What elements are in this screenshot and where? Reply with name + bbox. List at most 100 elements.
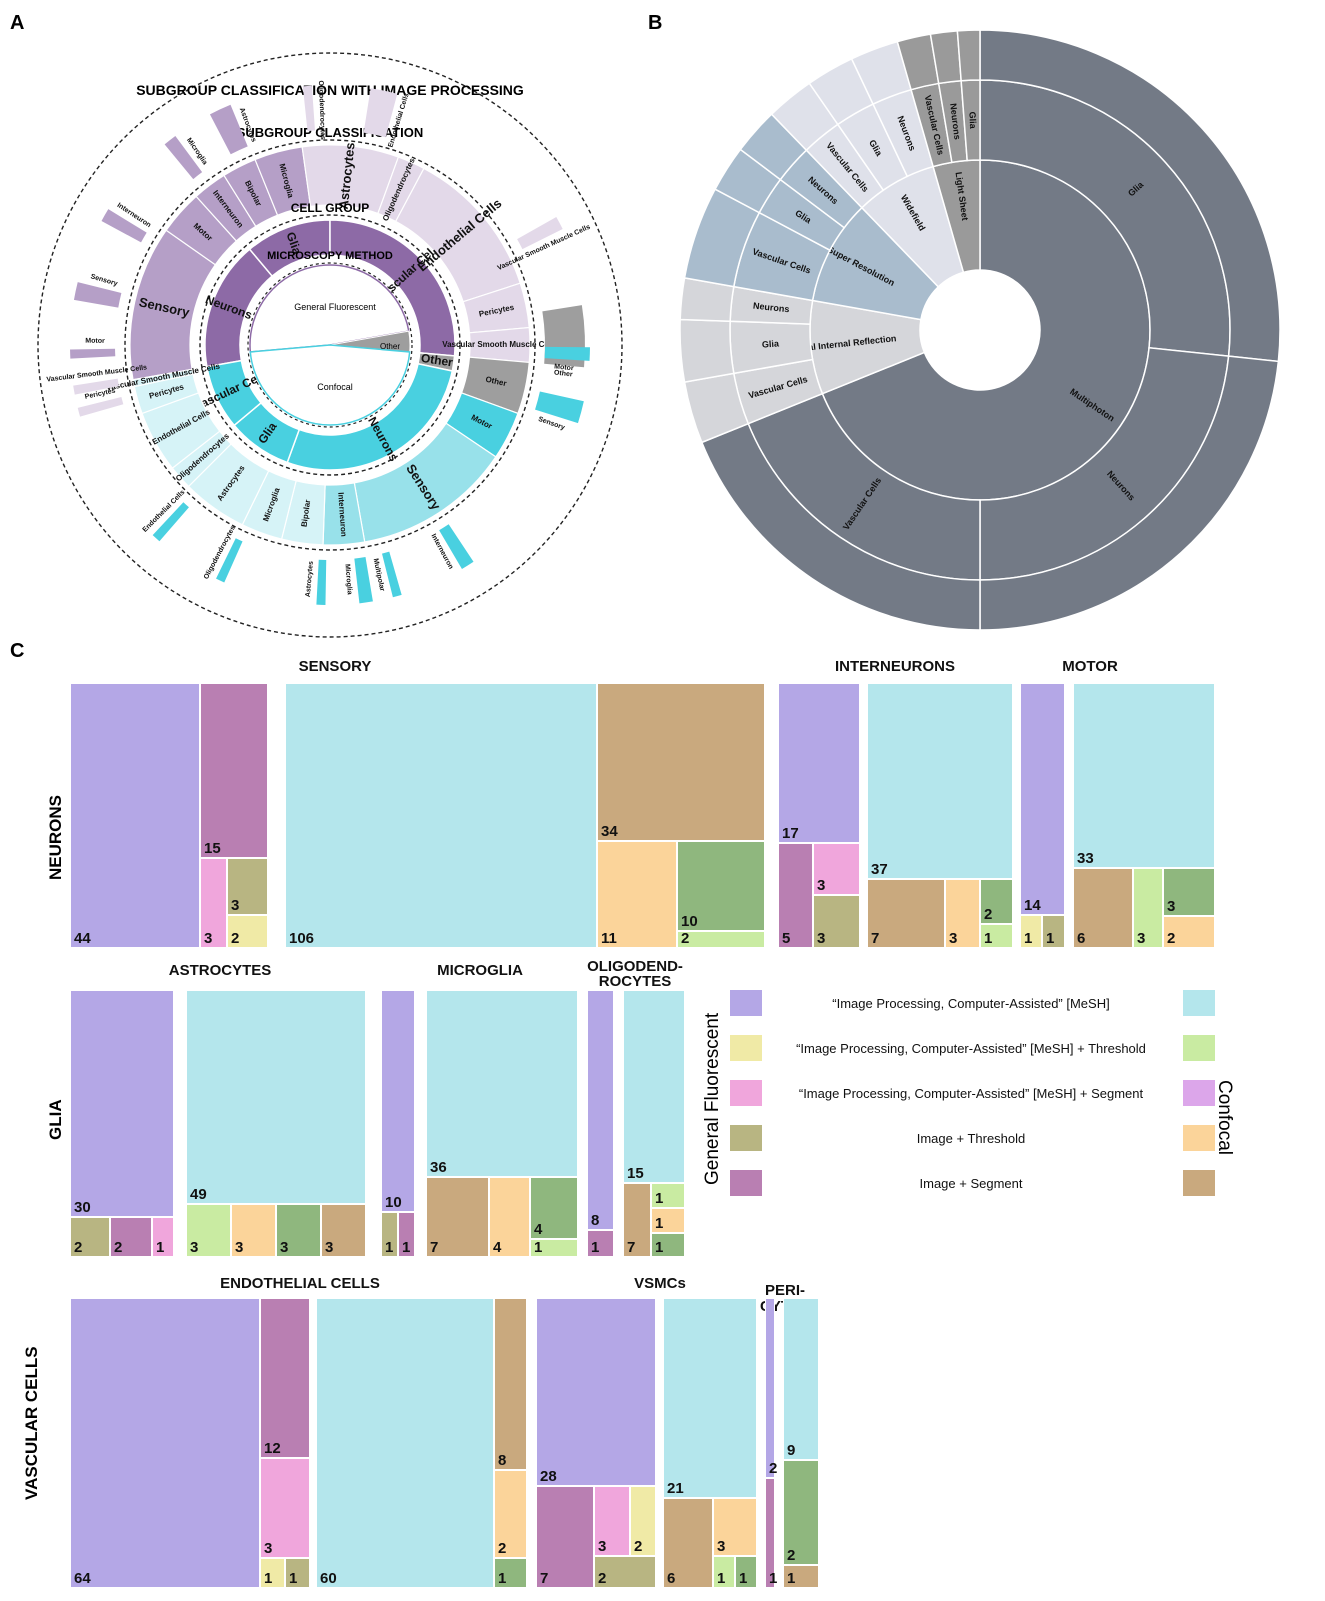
subgroup-label: Vascular Smooth Muscle Cells bbox=[442, 340, 558, 349]
subgroup-arc bbox=[132, 368, 194, 388]
treemap-value: 1 bbox=[655, 1215, 664, 1232]
rect-confocal-seg: 7 bbox=[623, 1183, 651, 1257]
treemap-value: 4 bbox=[534, 1221, 543, 1238]
rect-confocal-meshthr2: 1 bbox=[713, 1556, 735, 1588]
treemap-value: 1 bbox=[739, 1570, 748, 1587]
treemap-value: 3 bbox=[717, 1538, 726, 1555]
outer-ring bbox=[37, 52, 623, 638]
rect-confocal-base: 106 bbox=[285, 683, 597, 948]
legend-confocal-title: Confocal bbox=[1214, 1080, 1235, 1155]
group-title-astrocytes: ASTROCYTES bbox=[168, 962, 272, 979]
rect-general-thr: 1 bbox=[1042, 915, 1065, 948]
treemap-value: 3 bbox=[235, 1239, 244, 1256]
rect-general-base: 64 bbox=[70, 1298, 260, 1588]
outer-label: Oligodendrocytes bbox=[317, 80, 326, 140]
treemap-value: 12 bbox=[264, 1440, 281, 1457]
treemap-value: 3 bbox=[231, 897, 240, 914]
rect-general-meshseg: 1 bbox=[152, 1217, 174, 1257]
rect-general-meshthr: 2 bbox=[227, 915, 268, 948]
treemap-value: 30 bbox=[74, 1199, 91, 1216]
rect-general-base: 10 bbox=[381, 990, 415, 1212]
treemap-value: 1 bbox=[769, 1570, 778, 1587]
treemap-value: 1 bbox=[385, 1239, 394, 1256]
treemap-value: 1 bbox=[984, 930, 993, 947]
outer-bar bbox=[535, 391, 584, 424]
treemap-value: 36 bbox=[430, 1159, 447, 1176]
outer-bar bbox=[354, 557, 373, 604]
rect-general-meshseg: 3 bbox=[813, 843, 860, 895]
cell-label: Other bbox=[420, 351, 454, 370]
treemap-value: 6 bbox=[667, 1570, 676, 1587]
rect-confocal-meshthr: 2 bbox=[783, 1460, 819, 1565]
legend-swatch-general bbox=[730, 1035, 762, 1061]
outer-label: Multipolar bbox=[372, 558, 386, 592]
treemap-value: 6 bbox=[1077, 930, 1086, 947]
treemap-value: 3 bbox=[1167, 898, 1176, 915]
treemap-value: 10 bbox=[681, 913, 698, 930]
rect-general-thr: 2 bbox=[594, 1556, 656, 1588]
legend-label: “Image Processing, Computer-Assisted” [M… bbox=[798, 1086, 1144, 1101]
method-general bbox=[249, 264, 410, 353]
rect-confocal-meshthr2: 2 bbox=[677, 931, 765, 948]
treemap-value: 2 bbox=[787, 1547, 796, 1564]
treemap-value: 1 bbox=[289, 1570, 298, 1587]
treemap-value: 5 bbox=[782, 930, 791, 947]
rect-general-thr: 1 bbox=[381, 1212, 398, 1257]
cell-ring bbox=[199, 214, 461, 476]
rect-confocal-meshthr: 3 bbox=[1163, 868, 1215, 916]
rect-general-seg: 1 bbox=[398, 1212, 415, 1257]
rect-general-base: 30 bbox=[70, 990, 174, 1217]
outer-bar bbox=[302, 85, 316, 132]
method-confocal bbox=[249, 344, 411, 426]
cellgroup-label: Neurons bbox=[753, 301, 790, 315]
legend-swatch-general bbox=[730, 1080, 762, 1106]
treemap-value: 3 bbox=[280, 1239, 289, 1256]
rect-general-meshseg: 3 bbox=[200, 858, 227, 948]
legend-swatch-general bbox=[730, 1170, 762, 1196]
group-title-peri-2: CYTES bbox=[759, 1298, 810, 1315]
treemap-value: 1 bbox=[787, 1570, 796, 1587]
rect-confocal-meshthr: 10 bbox=[677, 841, 765, 931]
method-label-other: Other bbox=[380, 342, 400, 351]
rect-confocal-meshthr: 1 bbox=[735, 1556, 757, 1588]
treemap-value: 17 bbox=[782, 825, 799, 842]
outer-label: Microglia bbox=[343, 564, 352, 595]
rect-general-thr: 2 bbox=[70, 1217, 110, 1257]
rect-confocal-thr: 2 bbox=[1163, 916, 1215, 948]
subgroup-label: Interneuron bbox=[336, 492, 348, 537]
rect-confocal-base: 36 bbox=[426, 990, 578, 1177]
rect-confocal-meshthr: 1 bbox=[494, 1558, 527, 1588]
treemap-value: 2 bbox=[681, 930, 690, 947]
ring-title-outer: SUBGROUP CLASSIFICATION WITH IMAGE PROCE… bbox=[136, 82, 524, 98]
rect-confocal-meshthr: 1 bbox=[651, 1233, 685, 1257]
legend-label: “Image Processing, Computer-Assisted” [M… bbox=[796, 1041, 1146, 1056]
rect-general-base: 8 bbox=[587, 990, 614, 1230]
treemap-value: 4 bbox=[493, 1239, 502, 1256]
legend-label: Image + Threshold bbox=[916, 1131, 1026, 1146]
rect-confocal-meshthr: 2 bbox=[980, 879, 1013, 924]
treemap-value: 1 bbox=[655, 1190, 664, 1207]
method-ring bbox=[247, 262, 413, 428]
rect-confocal-seg: 7 bbox=[867, 879, 945, 948]
treemap-value: 49 bbox=[190, 1186, 207, 1203]
rect-confocal-thr: 2 bbox=[494, 1470, 527, 1558]
legend-swatch-confocal bbox=[1183, 1170, 1215, 1196]
rect-confocal-meshthr2: 1 bbox=[651, 1183, 685, 1208]
rect-general-seg: 5 bbox=[778, 843, 813, 948]
rect-general-meshthr: 1 bbox=[260, 1558, 285, 1588]
outer-label: Astrocytes bbox=[305, 561, 315, 598]
treemap-value: 2 bbox=[74, 1239, 83, 1256]
legend-swatch-confocal bbox=[1183, 1080, 1215, 1106]
subgroup-label: Astrocytes bbox=[336, 142, 358, 210]
outer-bar bbox=[152, 502, 189, 542]
treemap-value: 1 bbox=[717, 1570, 726, 1587]
outer-bar bbox=[73, 378, 119, 395]
outer-label: Sensory bbox=[90, 273, 119, 287]
treemap-value: 3 bbox=[949, 930, 958, 947]
cell-arc bbox=[206, 359, 263, 427]
subgroup-label: Bipolar bbox=[300, 499, 313, 528]
group-title-endothelial: ENDOTHELIAL CELLS bbox=[220, 1275, 380, 1292]
legend-label: “Image Processing, Computer-Assisted” [M… bbox=[832, 996, 1110, 1011]
rect-confocal-seg: 8 bbox=[494, 1298, 527, 1470]
